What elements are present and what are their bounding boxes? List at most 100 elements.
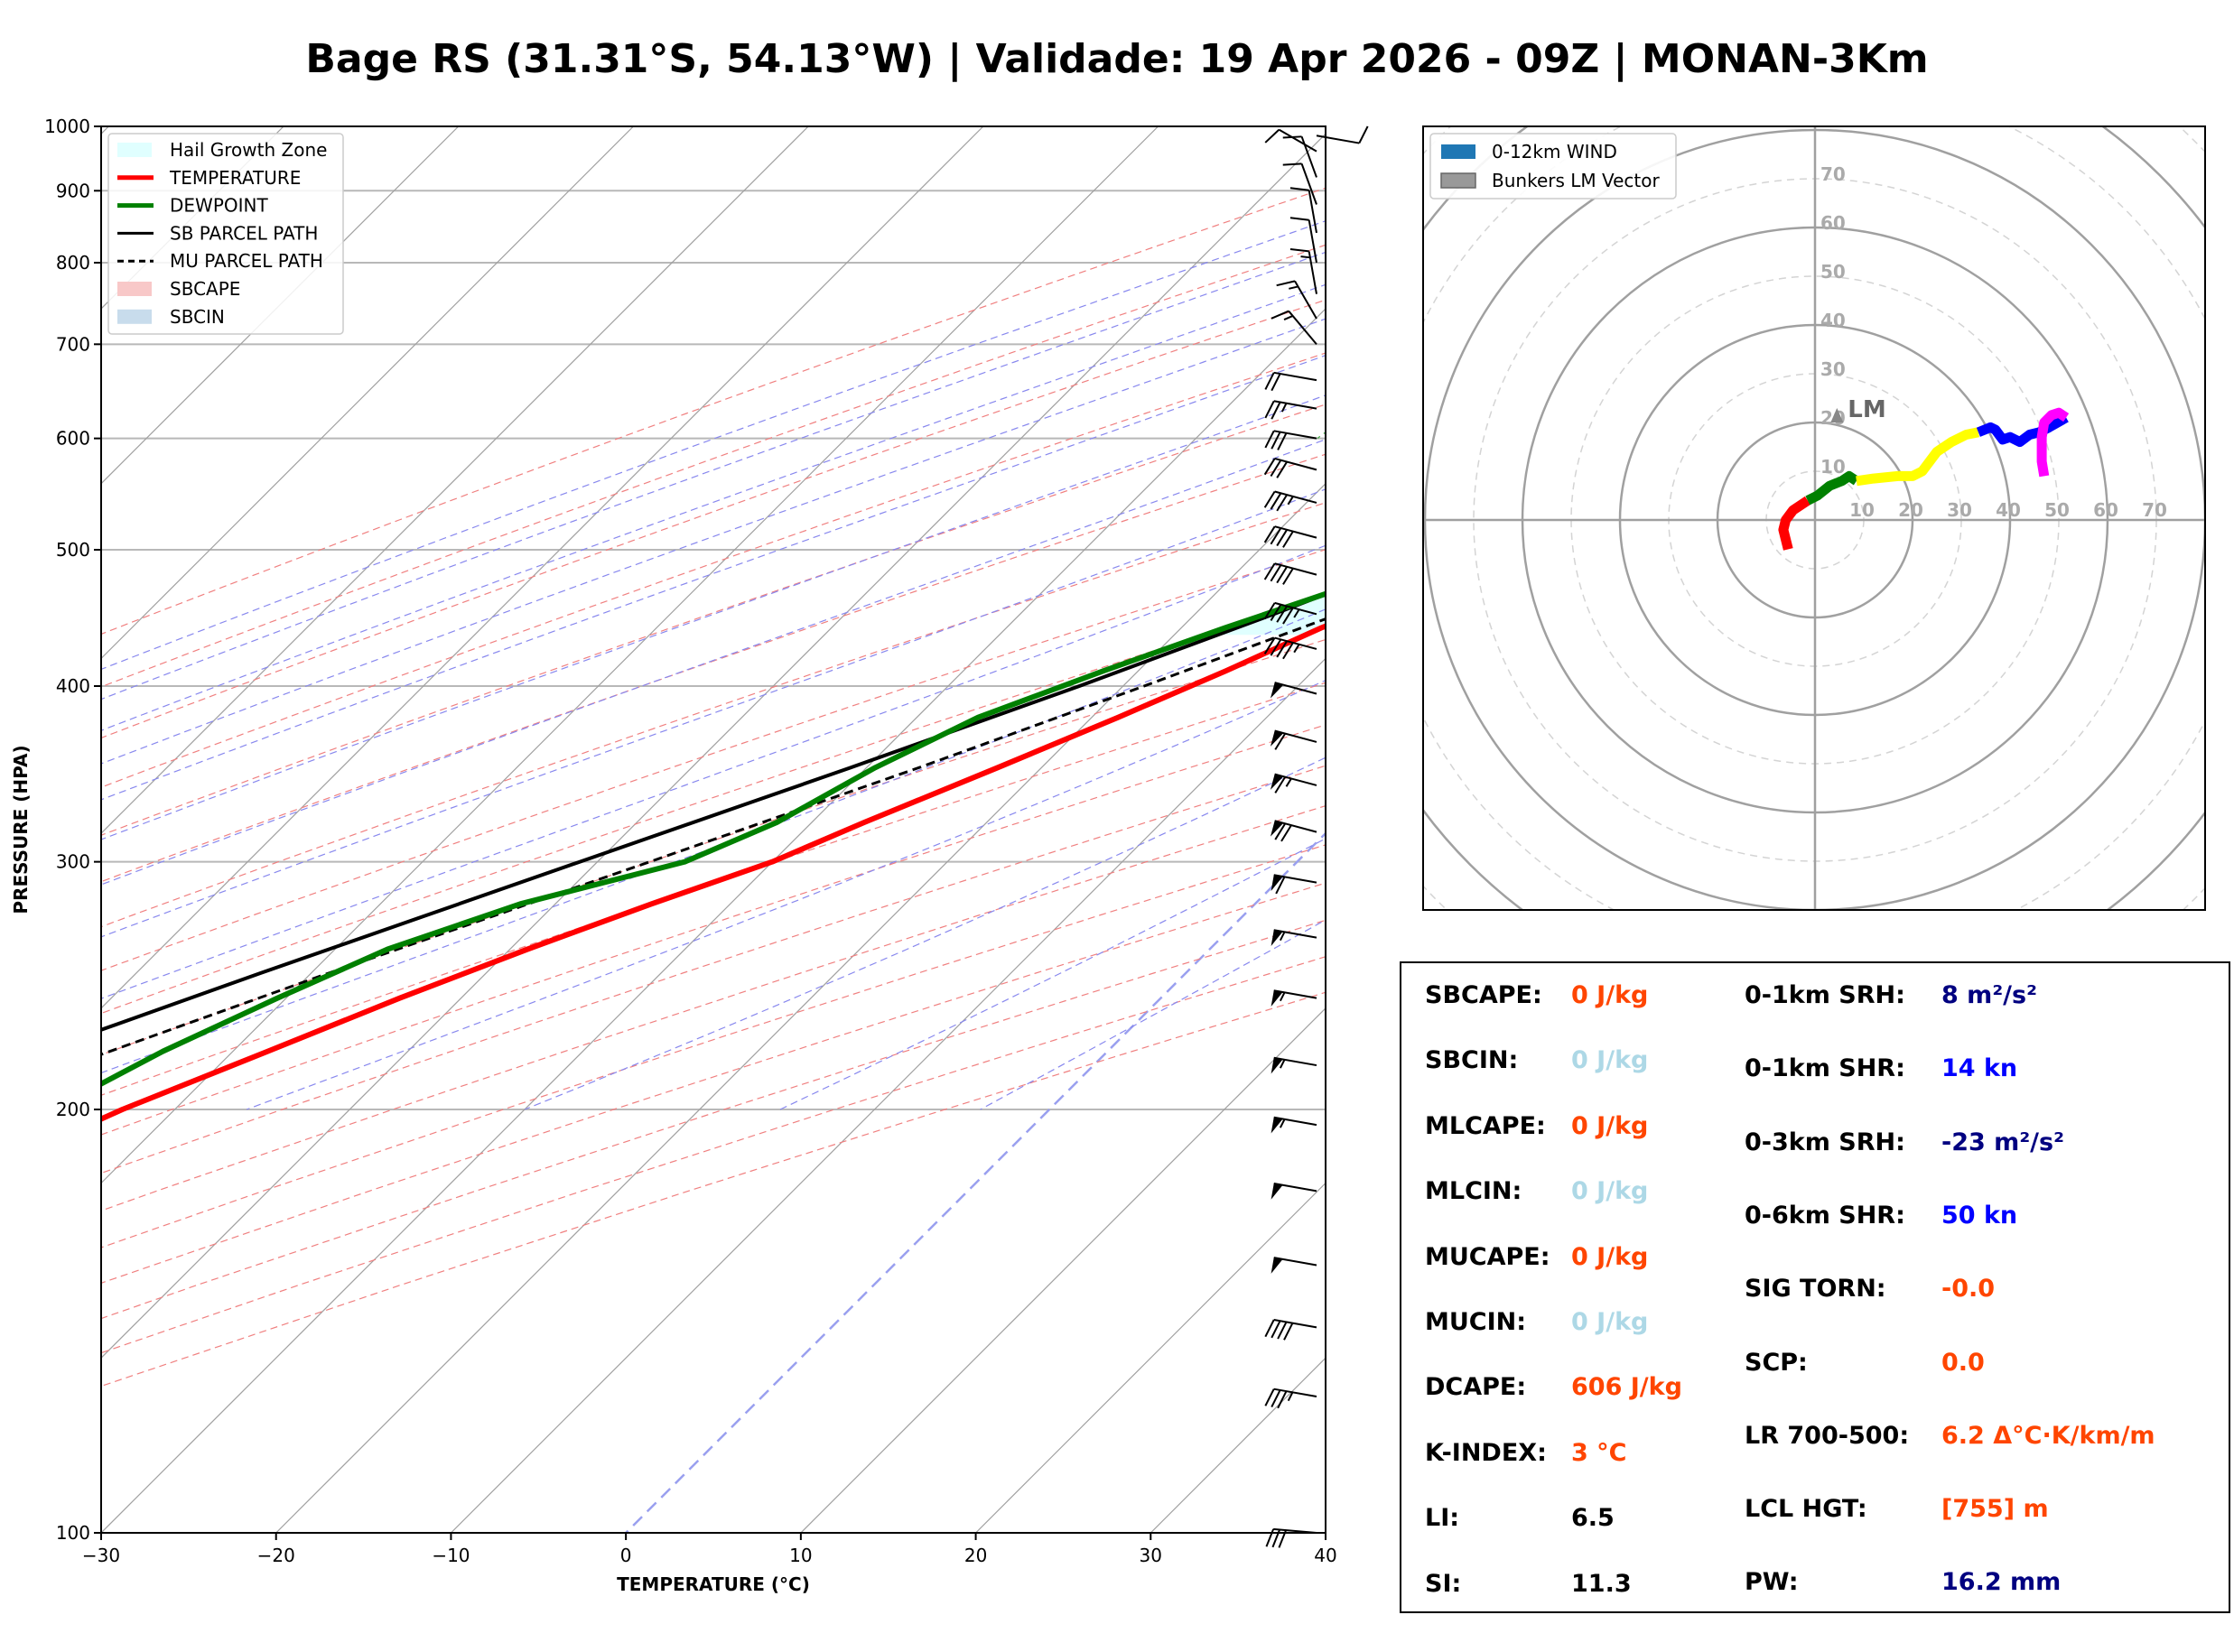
hodograph-u-tick: 30 — [1947, 499, 1972, 521]
skewt-plot-frame — [100, 125, 1326, 1534]
hodograph-ring — [1716, 421, 1914, 619]
hodograph-ring — [1618, 323, 2012, 717]
hodograph-ring — [1570, 275, 2060, 765]
dry-adiabat — [101, 549, 1326, 971]
dry-adiabat — [101, 638, 1326, 1056]
hodograph-u-tick: 40 — [1996, 499, 2021, 521]
index-label: LCL HGT: — [1745, 1495, 1867, 1524]
dry-adiabat — [101, 765, 1326, 1174]
index-label: SCP: — [1745, 1348, 1808, 1377]
y-tick-label: 300 — [56, 851, 90, 873]
index-label: MUCAPE: — [1425, 1242, 1550, 1271]
skewt-legend-label: SBCIN — [170, 306, 225, 328]
isotherm-line — [275, 482, 1326, 1533]
y-tick-label: 500 — [56, 539, 90, 561]
skewt-legend-label: SBCAPE — [170, 278, 240, 300]
index-label: 0-1km SHR: — [1745, 1054, 1905, 1083]
y-tick-label: 400 — [56, 675, 90, 697]
hodograph-u-tick: 20 — [1898, 499, 1923, 521]
hodograph-ring — [1423, 126, 2205, 910]
wind-barb — [1264, 128, 1317, 153]
index-value: -23 m²/s² — [1941, 1128, 2064, 1156]
hodograph-u-tick: 10 — [1849, 499, 1875, 521]
wind-barb — [1276, 280, 1317, 320]
wind-barb — [1263, 525, 1317, 548]
index-value: 0.0 — [1941, 1348, 1985, 1377]
page-title: Bage RS (31.31°S, 54.13°W) | Validade: 1… — [305, 36, 1929, 82]
index-value: 606 J/kg — [1571, 1373, 1682, 1402]
hodograph-v-tick: 40 — [1820, 310, 1846, 331]
wind-barb — [1264, 371, 1317, 392]
hodograph-ring — [1521, 226, 2109, 814]
isotherm-line — [101, 126, 984, 1009]
index-value: 0 J/kg — [1571, 981, 1649, 1009]
wind-barb — [1270, 820, 1317, 842]
skewt-legend: Hail Growth Zone TEMPERATURE DEWPOINT SB PA… — [107, 133, 344, 335]
index-label: MUCIN: — [1425, 1308, 1527, 1336]
dry-adiabat — [101, 844, 1326, 1248]
index-value: -0.0 — [1941, 1275, 1996, 1304]
isotherm-line — [101, 308, 1326, 1533]
hodograph-legend-swatch — [1440, 172, 1476, 189]
dry-adiabat — [101, 502, 1326, 928]
moist-adiabat — [101, 544, 1326, 999]
lm-vector-marker — [1830, 408, 1844, 422]
indices-panel: SBCAPE: 0 J/kg SBCIN: 0 J/kg MLCAPE: 0 J/kg ML… — [1400, 961, 2230, 1613]
wind-barb — [1264, 400, 1317, 420]
dry-adiabat — [101, 404, 1326, 836]
index-label: 0-6km SHR: — [1745, 1201, 1905, 1230]
hodograph-segment-3-6km — [1856, 427, 1979, 487]
hodograph-ring — [1423, 126, 2205, 910]
skewt-ylabel: PRESSURE (HPA) — [10, 745, 32, 914]
hodograph-ring — [1423, 128, 2205, 910]
hodograph-legend-label: Bunkers LM Vector — [1492, 170, 1661, 191]
index-value: 6.5 — [1571, 1504, 1615, 1533]
hodograph-legend-swatch — [1441, 144, 1475, 159]
temperature-profile — [101, 623, 1326, 1122]
x-tick-label: 30 — [1140, 1545, 1162, 1566]
dry-adiabat — [101, 919, 1326, 1320]
hodograph-legend: 0-12km WIND Bunkers LM Vector — [1429, 133, 1677, 200]
index-value: 0 J/kg — [1571, 1046, 1649, 1075]
x-tick-label: −10 — [432, 1545, 470, 1566]
dry-adiabat — [101, 882, 1326, 1284]
hodograph-ring — [1473, 178, 2157, 862]
skewt-legend-label: Hail Growth Zone — [170, 139, 327, 161]
mixing-ratio-line — [1317, 431, 1326, 440]
index-value: 3 °C — [1571, 1438, 1627, 1467]
dry-adiabat — [101, 299, 1326, 739]
wind-barb — [1263, 636, 1317, 660]
wind-barb — [1271, 874, 1317, 895]
dry-adiabat — [101, 682, 1326, 1096]
x-tick-label: 10 — [789, 1545, 812, 1566]
index-value: 0 J/kg — [1571, 1242, 1649, 1271]
wind-barb — [1282, 162, 1317, 205]
mu-parcel-path — [101, 617, 1326, 1056]
x-tick-label: 0 — [620, 1545, 632, 1566]
wind-barb — [1263, 562, 1317, 585]
isotherm-line — [975, 1182, 1326, 1533]
wind-barb — [1265, 1527, 1317, 1548]
skewt-legend-box — [107, 133, 344, 335]
isotherm-line — [625, 831, 1326, 1533]
hodograph-segment-1-3km — [1805, 470, 1859, 506]
hodograph-v-tick: 10 — [1820, 456, 1846, 478]
dry-adiabat — [101, 352, 1326, 788]
index-label: LI: — [1425, 1504, 1460, 1533]
y-tick-label: 200 — [56, 1099, 90, 1120]
wind-barb — [1289, 187, 1317, 234]
index-value: 50 kn — [1941, 1201, 2018, 1230]
moist-adiabat — [101, 439, 1326, 886]
y-tick-label: 100 — [56, 1522, 90, 1544]
index-label: SBCAPE: — [1425, 981, 1542, 1009]
hodograph-legend-box — [1429, 133, 1677, 200]
dry-adiabat — [101, 244, 1326, 688]
moist-adiabat — [246, 679, 1326, 1110]
hodograph-u-tick: 50 — [2044, 499, 2070, 521]
isotherm-line — [101, 126, 460, 485]
wind-barb — [1264, 1387, 1317, 1409]
moist-adiabat — [101, 394, 1326, 840]
dry-adiabat — [101, 804, 1326, 1211]
wind-barb — [1270, 773, 1317, 794]
index-value: 0 J/kg — [1571, 1308, 1649, 1336]
